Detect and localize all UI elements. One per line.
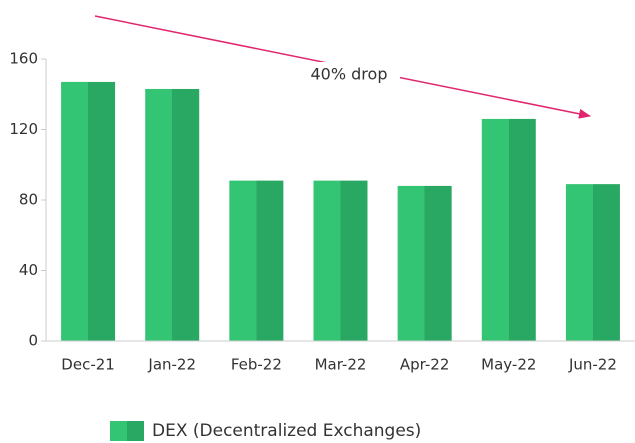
x-tick-label: Jan-22 (147, 356, 196, 374)
bar (145, 88, 200, 342)
x-tick-label: Mar-22 (315, 356, 367, 374)
y-tick-label: 0 (28, 332, 38, 350)
x-tick-label: Jun-22 (568, 356, 617, 374)
bar (481, 118, 536, 341)
legend-label: DEX (Decentralized Exchanges) (152, 421, 421, 441)
annotation: 40% drop (311, 65, 388, 84)
bar (61, 81, 116, 341)
x-tick-label: Feb-22 (231, 356, 282, 374)
x-tick-label: May-22 (481, 356, 536, 374)
x-tick-label: Apr-22 (400, 356, 450, 374)
bar (229, 180, 284, 341)
y-tick-label: 120 (9, 120, 38, 138)
bar (565, 184, 620, 341)
bar (313, 180, 368, 341)
bar (397, 185, 452, 341)
y-tick-label: 80 (19, 191, 38, 209)
x-tick-label: Dec-21 (61, 356, 115, 374)
annotation-bg (298, 62, 400, 86)
y-tick-label: 160 (9, 50, 38, 68)
y-tick-label: 40 (19, 261, 38, 279)
legend-swatch (110, 421, 144, 441)
